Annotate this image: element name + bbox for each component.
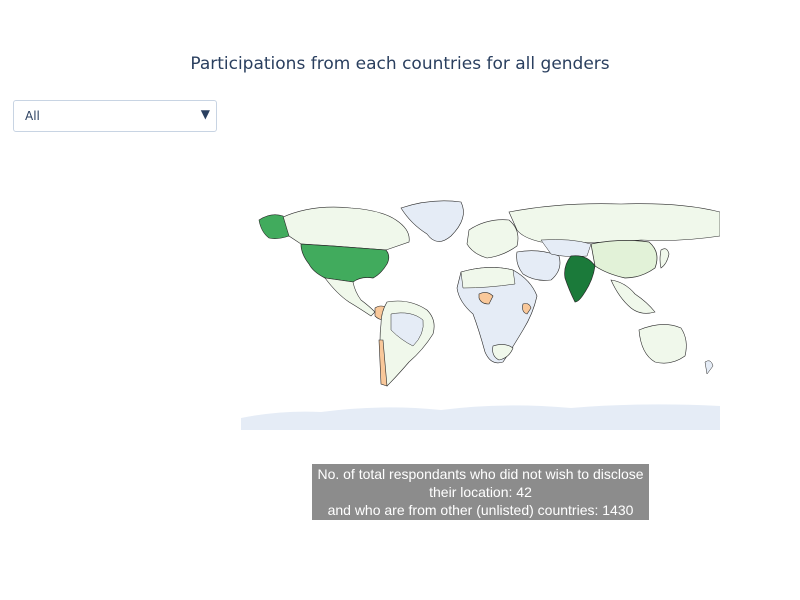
region-canada [280, 206, 410, 251]
region-chile [378, 339, 388, 387]
region-kenya [522, 303, 532, 315]
region-india [564, 255, 596, 303]
region-north-africa [460, 267, 516, 289]
dropdown-selected-value: All [25, 109, 40, 123]
region-south-africa [492, 344, 514, 361]
region-greenland [400, 200, 464, 242]
disclosure-note: No. of total respondants who did not wis… [312, 464, 649, 520]
gender-filter-dropdown[interactable]: All ▼ [13, 100, 217, 132]
region-central-asia [540, 239, 592, 257]
region-alaska [258, 214, 290, 239]
note-line-1: No. of total respondants who did not wis… [317, 466, 644, 482]
world-map[interactable] [241, 190, 720, 430]
note-line-3: and who are from other (unlisted) countr… [327, 502, 634, 518]
region-nigeria [478, 292, 494, 305]
region-russia [508, 203, 720, 243]
region-usa [300, 243, 390, 283]
region-middle-east [516, 250, 561, 281]
triangle-down-icon: ▼ [200, 107, 210, 121]
region-europe [466, 219, 519, 259]
region-mexico [324, 277, 376, 317]
chart-title: Participations from each countries for a… [190, 54, 610, 74]
region-new-zealand [704, 360, 714, 375]
region-antarctica [241, 404, 720, 430]
region-australia [638, 324, 687, 364]
region-brazil [390, 312, 424, 347]
region-southeast-asia [610, 279, 656, 314]
region-japan [659, 248, 670, 269]
note-line-2: their location: 42 [429, 484, 532, 500]
region-china [590, 240, 658, 279]
